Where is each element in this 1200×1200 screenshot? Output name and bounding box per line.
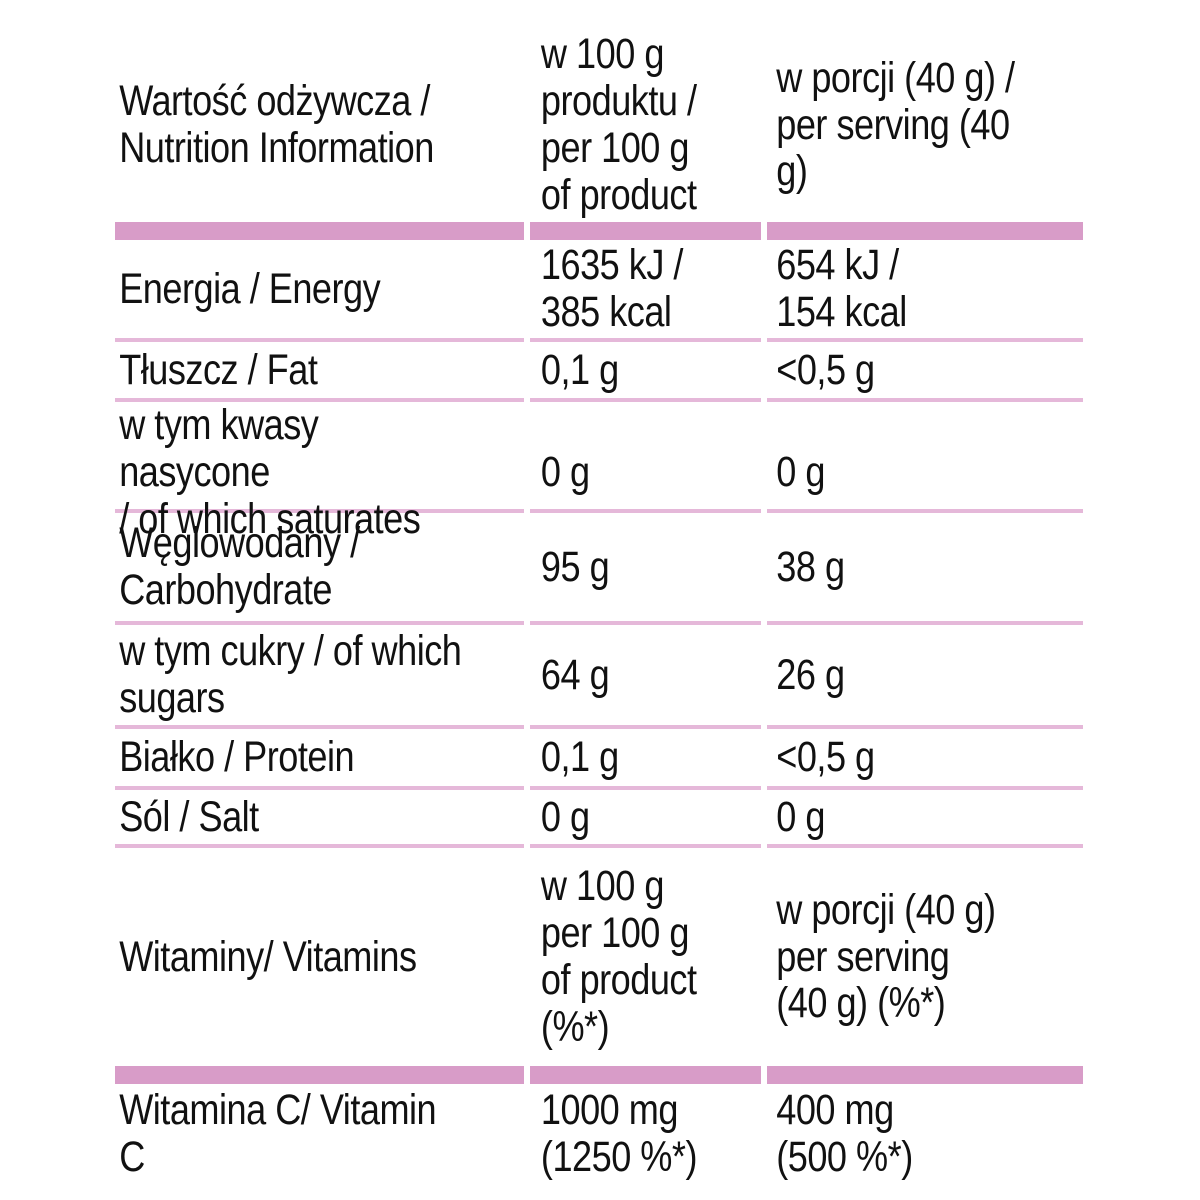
divider-segment [115,1066,530,1084]
divider-segment [767,786,1083,790]
row-saturates: w tym kwasy nasycone / of which saturate… [115,402,1083,542]
row-energy: Energia / Energy 1635 kJ / 385 kcal 654 … [115,240,1083,338]
divider-thick-vitamins [115,1066,1083,1084]
row-protein: Białko / Protein 0,1 g <0,5 g [115,729,1083,786]
row-vitamin-c: Witamina C/ Vitamin C 1000 mg (1250 %*) … [115,1084,1083,1184]
row-carbohydrate: Węglowodany / Carbohydrate 95 g 38 g [115,513,1083,621]
divider-segment [767,509,1083,513]
divider-segment [115,222,530,240]
row-separator [115,509,1083,513]
divider-segment [115,621,530,625]
nutrition-table: Wartość odżywcza / Nutrition Information… [115,28,1083,1184]
value-per-100g: 1000 mg (1250 %*) [540,1086,698,1181]
value-per-serving: 26 g [776,650,845,699]
row-separator [115,398,1083,402]
divider-segment [115,509,530,513]
header-per-serving: w porcji (40 g) / per serving (40 g) [776,53,1015,196]
divider-segment [530,398,767,402]
value-per-serving: 400 mg (500 %*) [776,1086,913,1181]
nutrient-label: w tym cukry / of which sugars [119,627,462,722]
row-sugars: w tym cukry / of which sugars 64 g 26 g [115,625,1083,725]
divider-thick-top [115,222,1083,240]
divider-segment [767,222,1083,240]
divider-segment [767,338,1083,342]
header-nutrition-information: Wartość odżywcza / Nutrition Information [119,77,434,172]
row-separator [115,844,1083,848]
header-per-100g: w 100 g produktu / per 100 g of product [540,30,697,219]
value-per-100g: 0 g [540,792,590,841]
row-vitamins-header: Witaminy/ Vitamins w 100 g per 100 g of … [115,848,1083,1066]
divider-segment [767,844,1083,848]
value-per-100g: 64 g [540,650,610,699]
row-fat: Tłuszcz / Fat 0,1 g <0,5 g [115,342,1083,398]
table-header-row: Wartość odżywcza / Nutrition Information… [115,28,1083,222]
row-separator [115,725,1083,729]
nutrient-label: Białko / Protein [119,733,355,782]
divider-segment [115,338,530,342]
value-per-serving: 654 kJ / 154 kcal [776,241,907,336]
nutrient-label: Witaminy/ Vitamins [119,932,417,981]
value-per-serving: 0 g [776,792,825,841]
divider-segment [530,509,767,513]
value-per-serving: 38 g [776,542,845,591]
divider-segment [530,338,767,342]
value-per-serving: <0,5 g [776,345,875,394]
nutrient-label: Witamina C/ Vitamin C [119,1086,437,1181]
divider-segment [115,398,530,402]
nutrient-label: Tłuszcz / Fat [119,345,318,394]
row-separator [115,338,1083,342]
value-per-100g: 0,1 g [540,345,619,394]
nutrient-label: Energia / Energy [119,264,381,313]
divider-segment [530,844,767,848]
value-per-100g: 95 g [540,542,610,591]
divider-segment [530,222,767,240]
row-salt: Sól / Salt 0 g 0 g [115,790,1083,844]
row-separator [115,786,1083,790]
value-per-serving: <0,5 g [776,733,875,782]
value-per-serving: w porcji (40 g) per serving (40 g) (%*) [776,885,996,1028]
divider-segment [767,1066,1083,1084]
divider-segment [767,621,1083,625]
divider-segment [115,725,530,729]
nutrient-label: Sól / Salt [119,792,259,841]
divider-segment [530,786,767,790]
value-per-serving: 0 g [776,447,825,496]
divider-segment [115,844,530,848]
nutrient-label: w tym kwasy nasycone / of which saturate… [119,401,421,543]
value-per-100g: 1635 kJ / 385 kcal [540,241,684,336]
value-per-100g: 0,1 g [540,733,619,782]
value-per-100g: 0 g [540,447,590,496]
value-per-100g: w 100 g per 100 g of product (%*) [540,862,697,1051]
divider-segment [530,1066,767,1084]
nutrient-label: Węglowodany / Carbohydrate [119,519,360,614]
divider-segment [767,725,1083,729]
row-separator [115,621,1083,625]
divider-segment [115,786,530,790]
divider-segment [530,725,767,729]
divider-segment [530,621,767,625]
divider-segment [767,398,1083,402]
